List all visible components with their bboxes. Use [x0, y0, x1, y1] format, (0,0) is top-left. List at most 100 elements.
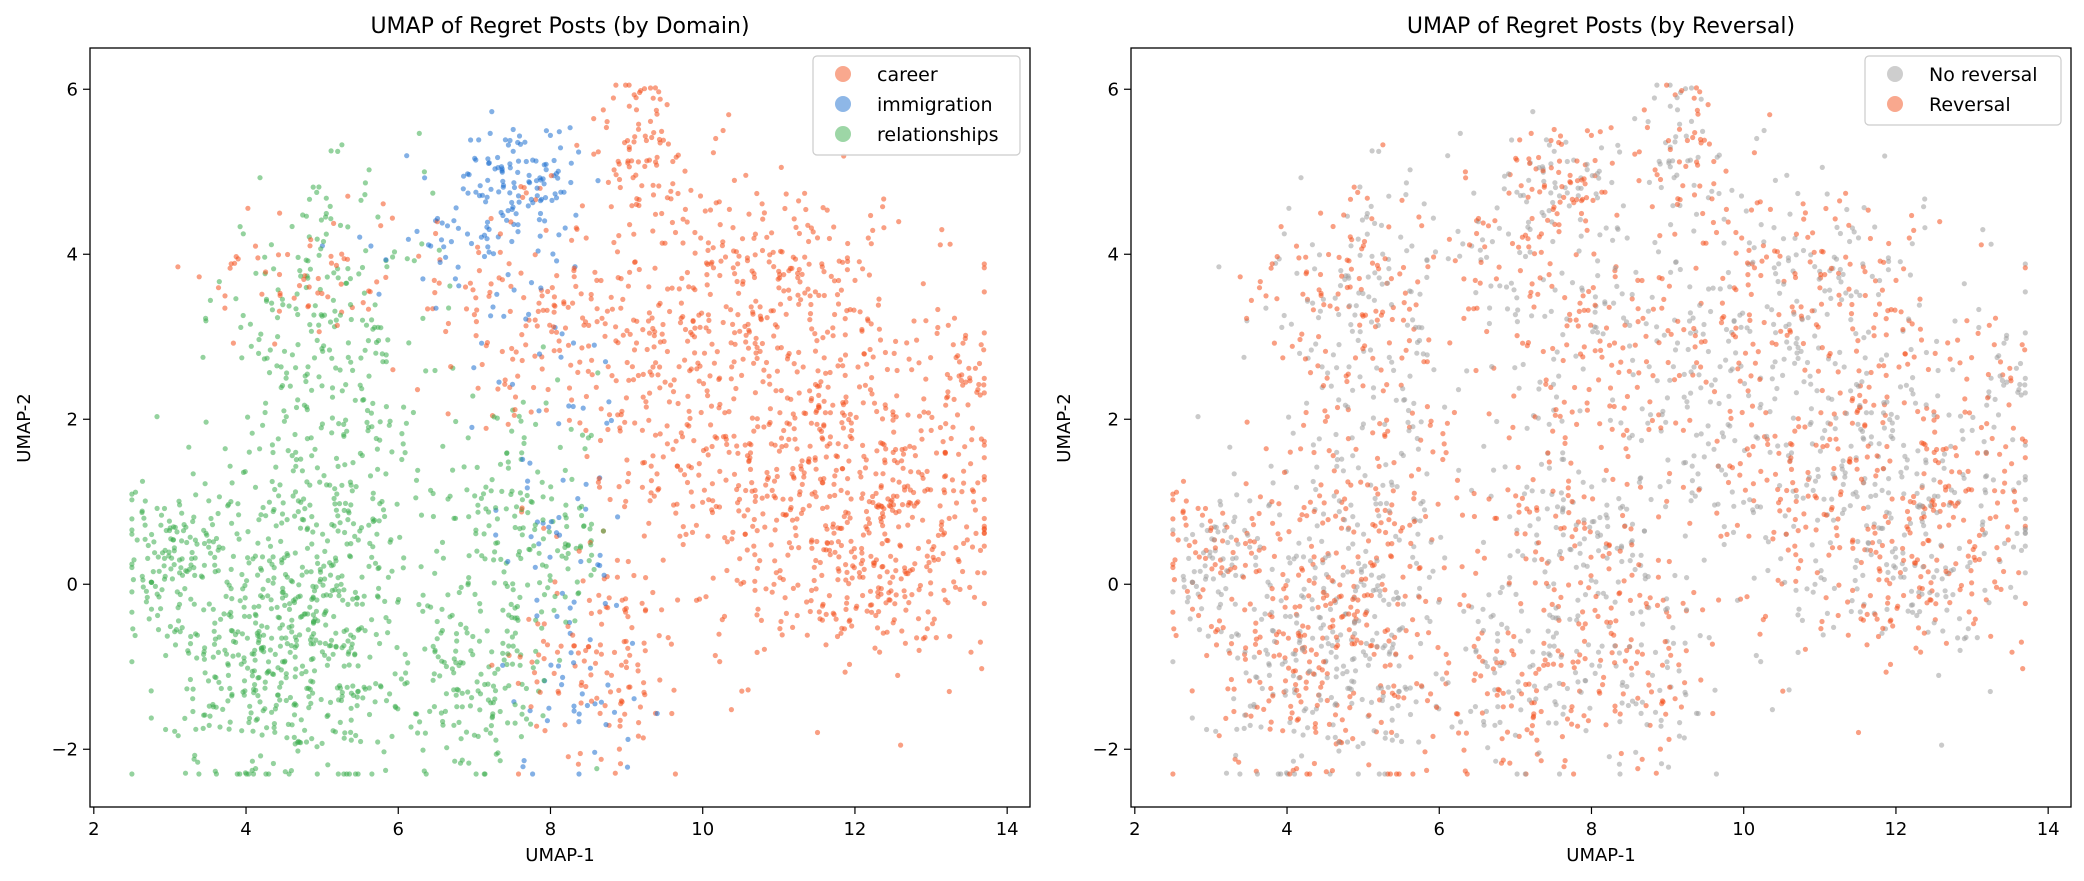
- scatter-point-reversal: [1196, 554, 1202, 560]
- scatter-point-immigration: [547, 132, 554, 138]
- scatter-point-career: [627, 652, 633, 658]
- scatter-point-relationships: [383, 471, 389, 477]
- scatter-point-career: [624, 138, 631, 144]
- scatter-point-relationships: [552, 593, 558, 600]
- scatter-point-reversal: [1575, 659, 1581, 665]
- scatter-point-immigration: [434, 215, 441, 222]
- scatter-point-no-reversal: [1716, 190, 1722, 197]
- scatter-point-career: [558, 643, 564, 649]
- scatter-point-career: [773, 388, 779, 394]
- scatter-point-no-reversal: [1334, 457, 1340, 463]
- scatter-point-reversal: [1819, 345, 1825, 351]
- scatter-point-career: [532, 252, 538, 258]
- scatter-point-career: [861, 351, 867, 357]
- scatter-point-career: [761, 210, 768, 216]
- scatter-point-no-reversal: [1935, 367, 1941, 374]
- scatter-point-no-reversal: [1898, 574, 1904, 580]
- scatter-point-career: [796, 266, 802, 273]
- scatter-point-career: [665, 286, 671, 292]
- scatter-point-reversal: [1388, 553, 1394, 559]
- scatter-point-no-reversal: [1576, 469, 1582, 475]
- scatter-point-reversal: [1536, 666, 1542, 672]
- scatter-point-relationships: [344, 627, 350, 633]
- scatter-point-reversal: [1547, 261, 1553, 267]
- scatter-point-relationships: [223, 593, 229, 600]
- scatter-point-no-reversal: [1988, 241, 1994, 247]
- scatter-point-relationships: [256, 336, 262, 343]
- scatter-point-immigration: [550, 251, 556, 257]
- scatter-point-relationships: [421, 169, 427, 175]
- scatter-point-no-reversal: [1819, 164, 1825, 170]
- scatter-point-immigration: [562, 225, 568, 231]
- scatter-point-no-reversal: [1189, 715, 1195, 721]
- scatter-point-relationships: [505, 459, 511, 465]
- scatter-point-no-reversal: [1861, 205, 1867, 211]
- scatter-point-career: [926, 559, 932, 566]
- scatter-point-no-reversal: [1829, 496, 1835, 502]
- scatter-point-reversal: [1836, 292, 1842, 298]
- scatter-point-no-reversal: [1298, 175, 1304, 181]
- scatter-point-no-reversal: [1778, 556, 1784, 562]
- scatter-point-relationships: [470, 393, 476, 399]
- scatter-point-no-reversal: [1986, 600, 1992, 606]
- scatter-point-relationships: [481, 771, 487, 777]
- scatter-point-career: [746, 441, 753, 447]
- scatter-point-career: [509, 345, 515, 352]
- scatter-point-relationships: [333, 507, 339, 513]
- scatter-point-reversal: [2005, 524, 2011, 530]
- scatter-point-no-reversal: [1396, 663, 1402, 669]
- scatter-point-career: [710, 265, 717, 271]
- scatter-point-reversal: [1349, 569, 1355, 575]
- scatter-point-career: [763, 586, 769, 592]
- scatter-point-relationships: [288, 768, 294, 774]
- scatter-point-immigration: [546, 524, 552, 530]
- scatter-point-career: [925, 609, 931, 615]
- scatter-point-reversal: [1327, 303, 1333, 309]
- scatter-point-relationships: [200, 354, 206, 360]
- scatter-point-relationships: [501, 657, 507, 663]
- scatter-point-career: [843, 394, 849, 400]
- scatter-point-career: [981, 390, 987, 396]
- scatter-point-career: [831, 224, 837, 230]
- scatter-point-no-reversal: [1370, 415, 1376, 421]
- scatter-point-career: [383, 274, 389, 280]
- scatter-point-no-reversal: [1824, 191, 1830, 197]
- scatter-point-career: [899, 502, 906, 508]
- scatter-point-relationships: [148, 606, 155, 612]
- scatter-point-career: [510, 356, 516, 362]
- scatter-point-career: [306, 284, 312, 290]
- scatter-point-relationships: [377, 640, 383, 647]
- scatter-point-no-reversal: [1333, 654, 1339, 660]
- scatter-point-career: [808, 301, 814, 308]
- scatter-point-career: [566, 385, 573, 391]
- scatter-point-no-reversal: [1197, 568, 1203, 574]
- scatter-point-career: [620, 332, 626, 338]
- scatter-point-career: [851, 565, 857, 571]
- scatter-point-reversal: [1556, 169, 1562, 175]
- scatter-point-career: [772, 442, 778, 448]
- scatter-point-career: [946, 688, 952, 695]
- scatter-point-reversal: [1751, 150, 1757, 156]
- scatter-point-relationships: [213, 674, 219, 681]
- scatter-point-no-reversal: [1638, 642, 1644, 648]
- scatter-point-career: [731, 359, 737, 365]
- scatter-point-career: [682, 326, 689, 333]
- scatter-point-career: [893, 509, 899, 516]
- scatter-point-career: [690, 318, 696, 324]
- scatter-point-reversal: [1985, 371, 1991, 378]
- scatter-point-relationships: [186, 444, 192, 450]
- scatter-point-relationships: [289, 223, 295, 230]
- scatter-point-career: [196, 274, 202, 280]
- scatter-point-relationships: [236, 512, 242, 518]
- scatter-point-relationships: [148, 715, 154, 721]
- scatter-point-immigration: [368, 243, 374, 249]
- scatter-point-career: [770, 249, 776, 255]
- scatter-point-reversal: [1322, 348, 1329, 354]
- scatter-point-reversal: [1792, 543, 1798, 549]
- scatter-point-relationships: [239, 631, 245, 637]
- scatter-point-no-reversal: [1812, 478, 1819, 484]
- scatter-point-relationships: [256, 637, 262, 643]
- scatter-point-no-reversal: [1344, 739, 1351, 745]
- scatter-point-relationships: [130, 626, 136, 632]
- scatter-point-immigration: [606, 399, 612, 405]
